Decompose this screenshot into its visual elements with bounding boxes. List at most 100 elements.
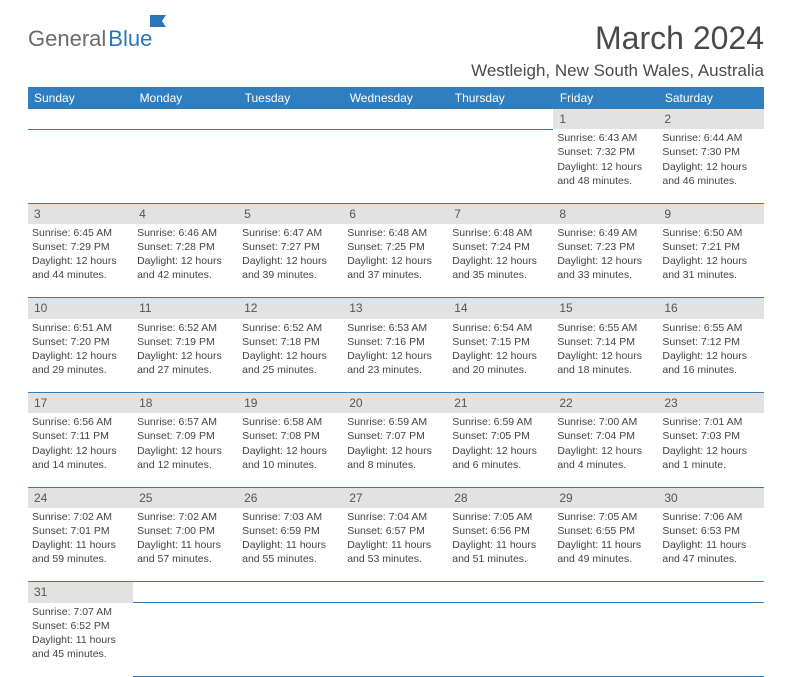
daylight2-text: and 51 minutes. [452, 552, 549, 566]
day-info-cell: Sunrise: 6:58 AMSunset: 7:08 PMDaylight:… [238, 413, 343, 487]
day-number-row: 12 [28, 109, 764, 129]
daylight1-text: Daylight: 12 hours [137, 349, 234, 363]
day-info-cell: Sunrise: 6:59 AMSunset: 7:07 PMDaylight:… [343, 413, 448, 487]
sunset-text: Sunset: 6:56 PM [452, 524, 549, 538]
daylight1-text: Daylight: 12 hours [662, 160, 759, 174]
sunrise-text: Sunrise: 6:59 AM [452, 415, 549, 429]
sunrise-text: Sunrise: 7:03 AM [242, 510, 339, 524]
daylight1-text: Daylight: 12 hours [137, 444, 234, 458]
weekday-header: Sunday [28, 87, 133, 109]
day-info-cell: Sunrise: 6:46 AMSunset: 7:28 PMDaylight:… [133, 224, 238, 298]
sunrise-text: Sunrise: 7:05 AM [557, 510, 654, 524]
sunset-text: Sunset: 7:07 PM [347, 429, 444, 443]
sunrise-text: Sunrise: 6:52 AM [137, 321, 234, 335]
weekday-header: Tuesday [238, 87, 343, 109]
sunrise-text: Sunrise: 7:04 AM [347, 510, 444, 524]
logo: General Blue [28, 26, 124, 52]
sunset-text: Sunset: 6:59 PM [242, 524, 339, 538]
day-number-cell: 6 [343, 203, 448, 224]
daylight1-text: Daylight: 12 hours [137, 254, 234, 268]
daylight2-text: and 46 minutes. [662, 174, 759, 188]
day-number-cell: 26 [238, 487, 343, 508]
day-number-cell: 2 [658, 109, 763, 129]
daylight2-text: and 55 minutes. [242, 552, 339, 566]
daylight1-text: Daylight: 11 hours [347, 538, 444, 552]
page-header: General Blue March 2024 Westleigh, New S… [28, 20, 764, 81]
day-number-cell: 9 [658, 203, 763, 224]
sunset-text: Sunset: 6:57 PM [347, 524, 444, 538]
sunset-text: Sunset: 7:29 PM [32, 240, 129, 254]
day-info-cell [28, 129, 133, 203]
daylight2-text: and 37 minutes. [347, 268, 444, 282]
sunrise-text: Sunrise: 6:58 AM [242, 415, 339, 429]
daylight1-text: Daylight: 12 hours [662, 444, 759, 458]
weekday-header-row: SundayMondayTuesdayWednesdayThursdayFrid… [28, 87, 764, 109]
day-info-cell: Sunrise: 6:49 AMSunset: 7:23 PMDaylight:… [553, 224, 658, 298]
daylight2-text: and 6 minutes. [452, 458, 549, 472]
sunset-text: Sunset: 6:53 PM [662, 524, 759, 538]
day-number-cell: 4 [133, 203, 238, 224]
day-number-row: 17181920212223 [28, 393, 764, 414]
sunrise-text: Sunrise: 6:56 AM [32, 415, 129, 429]
daylight2-text: and 25 minutes. [242, 363, 339, 377]
day-info-cell [133, 129, 238, 203]
day-info-cell: Sunrise: 7:05 AMSunset: 6:55 PMDaylight:… [553, 508, 658, 582]
daylight1-text: Daylight: 12 hours [32, 349, 129, 363]
sunrise-text: Sunrise: 7:02 AM [32, 510, 129, 524]
daylight2-text: and 12 minutes. [137, 458, 234, 472]
day-number-cell: 11 [133, 298, 238, 319]
sunrise-text: Sunrise: 7:06 AM [662, 510, 759, 524]
day-number-row: 3456789 [28, 203, 764, 224]
daylight2-text: and 59 minutes. [32, 552, 129, 566]
sunrise-text: Sunrise: 7:01 AM [662, 415, 759, 429]
day-number-cell: 16 [658, 298, 763, 319]
daylight1-text: Daylight: 12 hours [347, 444, 444, 458]
day-info-cell [133, 603, 238, 677]
day-number-cell: 29 [553, 487, 658, 508]
day-info-cell: Sunrise: 6:59 AMSunset: 7:05 PMDaylight:… [448, 413, 553, 487]
day-info-row: Sunrise: 7:07 AMSunset: 6:52 PMDaylight:… [28, 603, 764, 677]
day-number-cell [343, 109, 448, 129]
sunrise-text: Sunrise: 7:02 AM [137, 510, 234, 524]
day-info-cell: Sunrise: 7:04 AMSunset: 6:57 PMDaylight:… [343, 508, 448, 582]
sunrise-text: Sunrise: 6:55 AM [557, 321, 654, 335]
daylight1-text: Daylight: 11 hours [557, 538, 654, 552]
sunset-text: Sunset: 7:11 PM [32, 429, 129, 443]
day-info-cell: Sunrise: 6:52 AMSunset: 7:19 PMDaylight:… [133, 319, 238, 393]
day-number-row: 31 [28, 582, 764, 603]
day-number-cell: 14 [448, 298, 553, 319]
day-info-cell: Sunrise: 6:48 AMSunset: 7:24 PMDaylight:… [448, 224, 553, 298]
sunrise-text: Sunrise: 6:57 AM [137, 415, 234, 429]
day-info-cell: Sunrise: 6:53 AMSunset: 7:16 PMDaylight:… [343, 319, 448, 393]
day-number-row: 24252627282930 [28, 487, 764, 508]
day-number-cell [448, 109, 553, 129]
day-info-cell: Sunrise: 6:55 AMSunset: 7:14 PMDaylight:… [553, 319, 658, 393]
sunset-text: Sunset: 7:30 PM [662, 145, 759, 159]
day-number-cell [658, 582, 763, 603]
daylight2-text: and 31 minutes. [662, 268, 759, 282]
day-number-cell: 23 [658, 393, 763, 414]
daylight1-text: Daylight: 12 hours [452, 349, 549, 363]
daylight2-text: and 29 minutes. [32, 363, 129, 377]
logo-text-part2: Blue [108, 26, 152, 52]
day-info-cell: Sunrise: 6:50 AMSunset: 7:21 PMDaylight:… [658, 224, 763, 298]
weekday-header: Friday [553, 87, 658, 109]
daylight1-text: Daylight: 12 hours [32, 444, 129, 458]
sunrise-text: Sunrise: 6:46 AM [137, 226, 234, 240]
daylight1-text: Daylight: 12 hours [662, 349, 759, 363]
day-info-cell [238, 603, 343, 677]
day-info-cell: Sunrise: 7:03 AMSunset: 6:59 PMDaylight:… [238, 508, 343, 582]
sunrise-text: Sunrise: 6:43 AM [557, 131, 654, 145]
day-number-cell: 15 [553, 298, 658, 319]
page-title: March 2024 [471, 20, 764, 57]
daylight1-text: Daylight: 11 hours [137, 538, 234, 552]
day-number-cell: 10 [28, 298, 133, 319]
day-info-row: Sunrise: 6:51 AMSunset: 7:20 PMDaylight:… [28, 319, 764, 393]
day-info-cell [343, 603, 448, 677]
day-number-cell: 1 [553, 109, 658, 129]
daylight1-text: Daylight: 12 hours [557, 160, 654, 174]
sunrise-text: Sunrise: 6:47 AM [242, 226, 339, 240]
daylight1-text: Daylight: 12 hours [452, 444, 549, 458]
day-info-row: Sunrise: 6:56 AMSunset: 7:11 PMDaylight:… [28, 413, 764, 487]
sunset-text: Sunset: 7:01 PM [32, 524, 129, 538]
